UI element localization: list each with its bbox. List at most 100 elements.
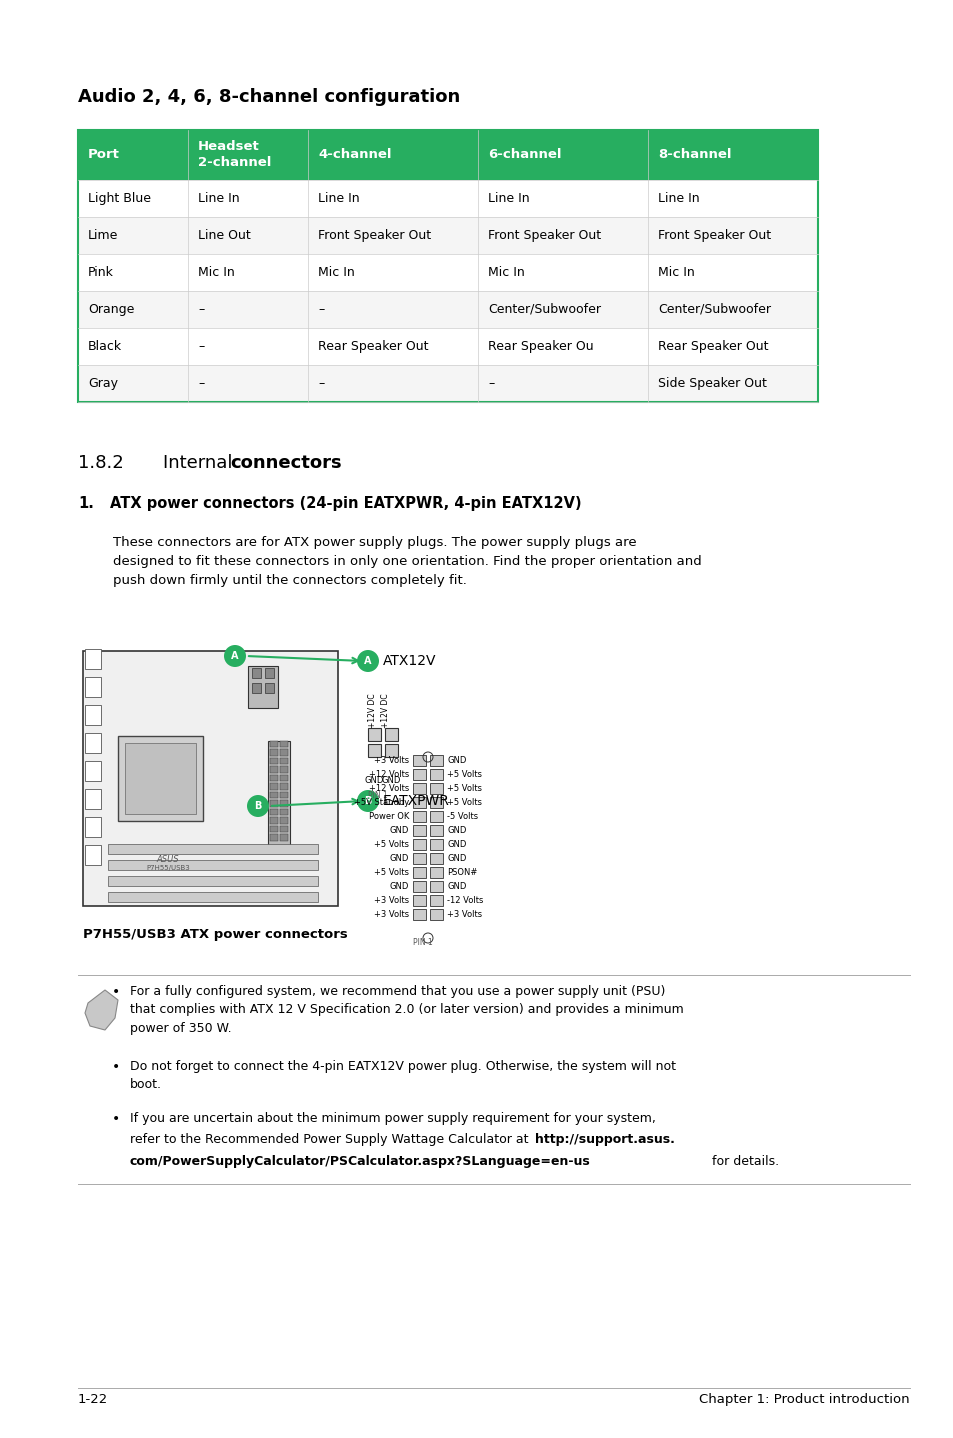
Text: +12 Volts: +12 Volts	[369, 769, 409, 779]
Text: •: •	[112, 1060, 120, 1074]
Text: Audio 2, 4, 6, 8-channel configuration: Audio 2, 4, 6, 8-channel configuration	[78, 88, 459, 106]
Text: ATX12V: ATX12V	[382, 654, 436, 669]
Bar	[413, 909, 426, 920]
Bar	[280, 766, 288, 772]
Bar	[78, 217, 817, 255]
Text: Orange: Orange	[88, 303, 134, 316]
Text: P7H55/USB3: P7H55/USB3	[146, 866, 190, 871]
Bar	[270, 775, 277, 781]
Text: 1-22: 1-22	[78, 1393, 108, 1406]
Bar	[78, 129, 817, 180]
Text: PIN 1: PIN 1	[368, 791, 387, 800]
Text: Pink: Pink	[88, 266, 113, 279]
Bar	[108, 876, 317, 886]
Bar	[270, 741, 277, 746]
Bar	[85, 761, 101, 781]
Bar	[413, 880, 426, 892]
Text: Black: Black	[88, 339, 122, 352]
Text: Front Speaker Out: Front Speaker Out	[658, 229, 770, 242]
Text: +5 Volts: +5 Volts	[447, 769, 481, 779]
Circle shape	[356, 789, 378, 812]
Bar	[413, 768, 426, 779]
Text: -12 Volts: -12 Volts	[447, 896, 483, 905]
Bar	[413, 811, 426, 823]
Text: GND: GND	[389, 825, 409, 834]
Bar	[83, 651, 337, 906]
Text: PSON#: PSON#	[447, 867, 476, 877]
Bar	[430, 824, 442, 835]
Text: Center/Subwoofer: Center/Subwoofer	[488, 303, 600, 316]
Bar	[280, 808, 288, 815]
Text: Light Blue: Light Blue	[88, 193, 151, 206]
Bar	[85, 733, 101, 754]
Bar	[413, 894, 426, 906]
Bar	[280, 758, 288, 764]
Bar	[270, 800, 277, 807]
Bar	[85, 846, 101, 866]
Text: Power OK: Power OK	[368, 811, 409, 821]
Text: +5 Volts: +5 Volts	[374, 867, 409, 877]
Bar	[108, 860, 317, 870]
Bar	[270, 834, 277, 840]
Text: -5 Volts: -5 Volts	[447, 811, 477, 821]
Bar	[270, 791, 277, 798]
Text: com/PowerSupplyCalculator/PSCalculator.aspx?SLanguage=en-us: com/PowerSupplyCalculator/PSCalculator.a…	[130, 1155, 590, 1168]
Bar	[270, 808, 277, 815]
Text: Side Speaker Out: Side Speaker Out	[658, 377, 766, 390]
Bar	[85, 817, 101, 837]
Text: +12V DC: +12V DC	[368, 693, 377, 728]
Text: GND: GND	[447, 825, 466, 834]
Text: GND: GND	[447, 756, 466, 765]
Text: Line In: Line In	[198, 193, 239, 206]
Bar	[78, 290, 817, 328]
Text: GND: GND	[447, 840, 466, 848]
Bar	[280, 775, 288, 781]
Bar	[78, 180, 817, 217]
Bar	[280, 834, 288, 840]
Text: A: A	[231, 651, 238, 661]
Text: If you are uncertain about the minimum power supply requirement for your system,: If you are uncertain about the minimum p…	[130, 1112, 656, 1125]
Bar	[85, 705, 101, 725]
Bar	[85, 677, 101, 697]
Text: ASUS: ASUS	[156, 854, 179, 863]
Bar	[252, 669, 261, 677]
Bar	[280, 791, 288, 798]
Text: +3 Volts: +3 Volts	[447, 910, 481, 919]
Text: +5 Volts: +5 Volts	[447, 798, 481, 807]
Text: A: A	[364, 656, 372, 666]
Text: These connectors are for ATX power supply plugs. The power supply plugs are
desi: These connectors are for ATX power suppl…	[112, 536, 701, 587]
Bar	[430, 838, 442, 850]
Text: 4-channel: 4-channel	[317, 148, 391, 161]
Text: Center/Subwoofer: Center/Subwoofer	[658, 303, 770, 316]
Bar	[385, 743, 397, 756]
Text: +12V DC: +12V DC	[381, 693, 390, 728]
Text: Lime: Lime	[88, 229, 118, 242]
Polygon shape	[85, 989, 118, 1030]
Text: –: –	[317, 303, 324, 316]
Bar	[268, 741, 290, 846]
Circle shape	[224, 646, 246, 667]
Bar	[430, 867, 442, 879]
Bar	[108, 892, 317, 902]
Bar	[270, 817, 277, 824]
Text: http://support.asus.: http://support.asus.	[535, 1133, 674, 1146]
Bar	[85, 649, 101, 669]
Text: Line Out: Line Out	[198, 229, 251, 242]
Text: Rear Speaker Ou: Rear Speaker Ou	[488, 339, 593, 352]
Bar	[413, 824, 426, 835]
Bar	[125, 743, 195, 814]
Text: Mic In: Mic In	[198, 266, 234, 279]
Text: Internal: Internal	[163, 454, 238, 472]
Text: GND: GND	[389, 854, 409, 863]
Text: GND: GND	[381, 777, 401, 785]
Circle shape	[247, 795, 269, 817]
Bar	[280, 817, 288, 824]
Text: P7H55/USB3 ATX power connectors: P7H55/USB3 ATX power connectors	[83, 928, 348, 940]
Text: Front Speaker Out: Front Speaker Out	[488, 229, 600, 242]
Text: Chapter 1: Product introduction: Chapter 1: Product introduction	[699, 1393, 909, 1406]
Bar	[430, 768, 442, 779]
Text: GND: GND	[447, 881, 466, 890]
Text: Headset
2-channel: Headset 2-channel	[198, 141, 271, 170]
Bar	[413, 867, 426, 879]
Text: connectors: connectors	[230, 454, 341, 472]
